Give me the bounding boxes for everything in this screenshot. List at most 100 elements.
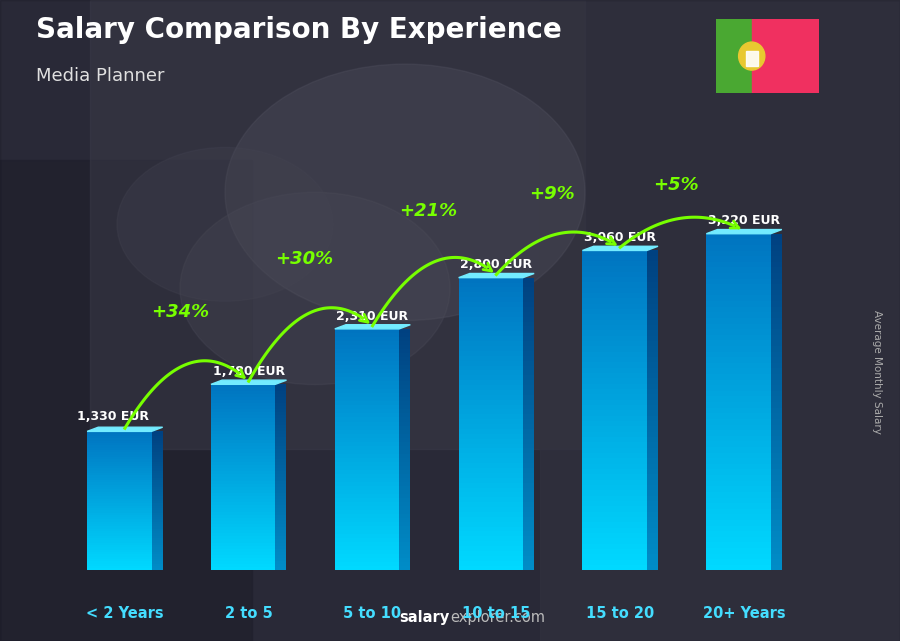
Bar <box>459 292 523 297</box>
Bar <box>275 406 286 409</box>
Bar <box>523 537 535 541</box>
Bar <box>647 277 658 283</box>
Bar <box>275 499 286 503</box>
Bar <box>151 508 163 510</box>
Bar <box>582 346 647 352</box>
Bar <box>275 533 286 537</box>
Bar <box>770 279 782 284</box>
Bar <box>540 0 900 641</box>
Bar <box>523 361 535 365</box>
Bar <box>706 346 770 352</box>
Bar <box>647 549 658 554</box>
Bar <box>647 357 658 362</box>
Bar <box>647 485 658 490</box>
Bar <box>151 454 163 457</box>
Bar <box>87 489 151 492</box>
Bar <box>706 329 770 335</box>
Text: 3,060 EUR: 3,060 EUR <box>584 231 656 244</box>
Bar <box>647 304 658 309</box>
Bar <box>400 401 410 405</box>
Bar <box>400 482 410 486</box>
Bar <box>770 329 782 335</box>
Bar <box>706 492 770 497</box>
Bar <box>275 478 286 481</box>
Bar <box>647 453 658 458</box>
Bar <box>647 256 658 261</box>
Bar <box>647 405 658 410</box>
Bar <box>523 326 535 331</box>
Bar <box>275 468 286 471</box>
Bar <box>459 375 523 380</box>
Bar <box>706 312 770 318</box>
Text: 5 to 10: 5 to 10 <box>344 606 401 621</box>
Bar <box>151 485 163 487</box>
Bar <box>523 399 535 404</box>
Bar <box>211 542 275 545</box>
Bar <box>275 549 286 552</box>
Bar <box>400 333 410 337</box>
Bar <box>647 432 658 437</box>
Bar <box>151 503 163 506</box>
Bar <box>87 494 151 496</box>
Bar <box>706 251 770 256</box>
Text: +5%: +5% <box>653 176 698 194</box>
Bar <box>523 419 535 424</box>
Bar <box>211 530 275 533</box>
Text: 2,310 EUR: 2,310 EUR <box>337 310 409 322</box>
Bar <box>770 447 782 453</box>
Bar <box>459 551 523 556</box>
Bar <box>275 481 286 483</box>
Bar <box>706 273 770 279</box>
Bar <box>151 536 163 538</box>
Bar <box>706 306 770 312</box>
Bar <box>647 442 658 448</box>
Bar <box>523 404 535 410</box>
Bar <box>151 554 163 556</box>
Bar <box>582 533 647 538</box>
Bar <box>87 499 151 501</box>
Bar <box>335 361 400 365</box>
Bar <box>706 234 770 239</box>
Bar <box>151 445 163 447</box>
Bar <box>151 568 163 570</box>
Bar <box>647 517 658 522</box>
Bar <box>400 385 410 389</box>
Bar <box>647 267 658 272</box>
Bar <box>523 283 535 287</box>
Bar <box>523 449 535 453</box>
Bar <box>151 464 163 466</box>
Bar <box>459 434 523 438</box>
Bar <box>275 530 286 533</box>
Bar <box>770 273 782 279</box>
Bar <box>706 340 770 346</box>
Bar <box>459 449 523 453</box>
Bar <box>335 482 400 486</box>
Bar <box>275 446 286 449</box>
Bar <box>275 520 286 524</box>
Bar <box>706 559 770 565</box>
Bar <box>151 457 163 459</box>
Bar <box>400 558 410 562</box>
Bar <box>523 351 535 356</box>
Bar <box>87 443 151 445</box>
Bar <box>335 410 400 413</box>
Bar <box>459 395 523 400</box>
Bar <box>87 452 151 454</box>
Bar <box>459 390 523 395</box>
Text: 1,330 EUR: 1,330 EUR <box>77 410 149 423</box>
Bar <box>706 424 770 430</box>
Bar <box>582 538 647 544</box>
Bar <box>275 419 286 422</box>
Bar <box>770 234 782 239</box>
Bar <box>335 546 400 551</box>
Bar <box>335 502 400 506</box>
Bar <box>582 373 647 378</box>
Bar <box>400 405 410 410</box>
Bar <box>211 515 275 518</box>
Bar <box>275 434 286 437</box>
Bar <box>459 419 523 424</box>
Bar <box>647 426 658 432</box>
Bar <box>459 287 523 292</box>
Bar <box>400 538 410 542</box>
Bar <box>151 499 163 501</box>
